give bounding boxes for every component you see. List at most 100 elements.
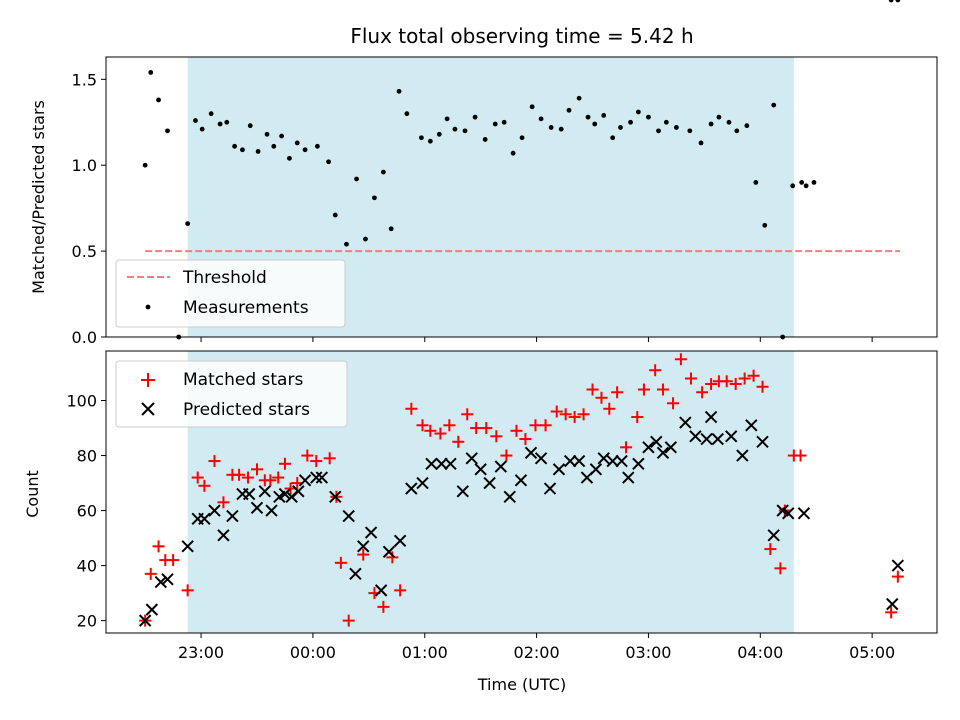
measurement-point (716, 114, 722, 120)
matched-star-point (144, 567, 157, 580)
x-tick-label: 04:00 (737, 643, 783, 662)
matched-star-point (595, 391, 608, 404)
measurement-point (240, 147, 245, 153)
matched-star-point (539, 419, 552, 432)
measurement-point (444, 116, 450, 122)
matched-star-point (738, 372, 751, 385)
x-tick-label: 03:00 (625, 643, 671, 662)
measurement-point (519, 135, 525, 141)
predicted-stars-points (138, 410, 905, 627)
matched-star-point (568, 411, 581, 424)
predicted-star-point (615, 454, 628, 468)
matched-star-point (357, 548, 370, 561)
predicted-star-point (393, 534, 407, 548)
matched-star-point (434, 427, 447, 440)
matched-star-point (559, 408, 572, 421)
matched-star-point (705, 378, 718, 391)
measurement-point (264, 131, 270, 137)
measurement-point (193, 118, 198, 123)
matched-star-point (747, 369, 760, 382)
measurement-point (380, 169, 386, 175)
top-axes-frame (105, 56, 938, 338)
measurement-point (895, 0, 901, 3)
y-tick-label: 40 (77, 557, 97, 576)
measurement-point (548, 125, 554, 130)
predicted-star-point (782, 507, 795, 520)
predicted-star-point (543, 482, 557, 495)
predicted-star-point (416, 476, 429, 490)
predicted-star-point (217, 529, 230, 542)
y-tick-label: 80 (77, 447, 97, 466)
predicted-star-point (886, 597, 899, 611)
measurement-point (492, 121, 498, 127)
measurement-point (148, 70, 154, 75)
y-tick-label: 60 (77, 502, 97, 521)
matched-star-point (233, 468, 246, 481)
measurement-point (744, 123, 750, 129)
matched-star-point (529, 419, 542, 432)
bottom-y-axis-label: Count (23, 470, 42, 518)
matched-star-point (631, 411, 644, 424)
measurement-point (396, 88, 402, 94)
predicted-star-point (154, 575, 168, 589)
matched-star-point (510, 424, 523, 437)
legend-predicted-swatch (141, 402, 155, 416)
matched-star-point (667, 397, 680, 410)
matched-star-point (577, 408, 590, 421)
predicted-star-point (503, 490, 516, 504)
measurement-point (753, 179, 759, 185)
matched-star-point (242, 471, 255, 484)
predicted-star-point (589, 463, 603, 476)
predicted-star-point (298, 474, 312, 487)
matched-star-point (342, 614, 355, 627)
predicted-star-point (310, 471, 323, 484)
matched-star-point (794, 449, 807, 462)
measurement-point (388, 226, 394, 232)
measurement-point (708, 121, 714, 127)
bottom-y-ticks: 20 40 60 80 100 (66, 392, 106, 631)
matched-star-point (394, 584, 407, 597)
matched-star-point (586, 383, 599, 396)
measurement-point (646, 114, 651, 120)
measurement-point (462, 128, 468, 134)
bottom-legend: Matched stars Predicted stars (115, 360, 348, 428)
predicted-star-point (292, 485, 305, 498)
matched-star-point (278, 457, 291, 470)
matched-star-point (208, 455, 221, 468)
predicted-star-point (797, 507, 811, 520)
matched-star-point (684, 372, 697, 385)
matched-star-point (729, 378, 742, 391)
bottom-legend-box (115, 360, 348, 428)
measurement-point (635, 109, 641, 115)
legend-measurements-swatch (145, 304, 151, 310)
legend-predicted-label: Predicted stars (183, 400, 310, 420)
matched-star-point (323, 452, 336, 465)
matched-star-point (519, 433, 532, 446)
measurement-point (372, 195, 377, 201)
x-tick-label: 01:00 (402, 643, 448, 662)
matched-star-point (416, 419, 429, 432)
top-x-ticks (200, 337, 873, 342)
measurement-point (585, 114, 591, 120)
top-legend: Threshold Measurements (115, 259, 346, 328)
predicted-star-point (891, 559, 905, 572)
measurement-point (427, 138, 433, 144)
y-tick-label: 1.0 (72, 156, 97, 175)
matched-star-point (550, 405, 563, 418)
predicted-star-point (572, 454, 586, 468)
measurement-point (354, 176, 359, 182)
predicted-star-point (689, 430, 702, 443)
matched-star-point (490, 430, 503, 443)
predicted-star-point (138, 614, 152, 627)
predicted-star-point (650, 435, 663, 448)
predicted-star-point (456, 485, 469, 498)
measurement-point (687, 128, 693, 134)
matched-star-point (167, 554, 180, 567)
matched-star-point (386, 551, 399, 564)
matched-star-point (191, 471, 204, 484)
measurement-point (734, 128, 740, 134)
measurement-point (803, 183, 809, 189)
measurement-point (799, 179, 805, 185)
measurement-point (224, 119, 230, 125)
y-tick-label: 20 (77, 612, 97, 631)
